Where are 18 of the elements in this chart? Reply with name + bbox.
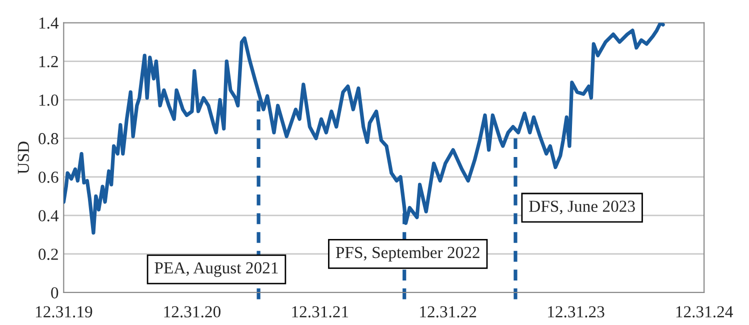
x-tick-label: 12.31.23 (548, 306, 604, 318)
x-tick-label: 12.31.24 (676, 306, 733, 318)
y-tick-label: 0.8 (38, 133, 58, 144)
ref-line-label: PFS, September 2022 (336, 246, 480, 262)
x-tick-label: 12.31.20 (164, 306, 220, 318)
y-tick-label: 0 (51, 287, 58, 298)
x-tick-label: 12.31.21 (292, 306, 348, 318)
x-tick-label: 12.31.22 (420, 306, 476, 318)
ref-line-label: PEA, August 2021 (154, 262, 278, 277)
ref-line-label: DFS, June 2023 (529, 200, 635, 214)
y-axis-title: USD (18, 142, 30, 174)
x-tick-label: 12.31.19 (36, 306, 92, 318)
y-tick-label: 0.4 (38, 210, 59, 222)
y-tick-label: 1.2 (39, 56, 58, 68)
y-tick-label: 1.4 (39, 18, 59, 29)
y-tick-label: 0.6 (38, 172, 58, 183)
y-tick-label: 0.2 (38, 248, 58, 260)
y-tick-label: 1.0 (39, 94, 58, 106)
